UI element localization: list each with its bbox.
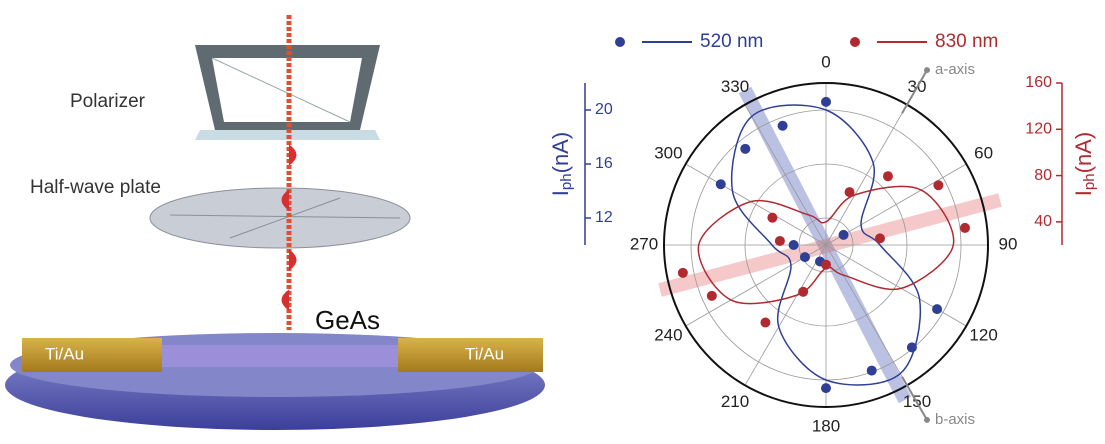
theta-tick-label: 300: [654, 143, 682, 162]
axis-label-part: I: [1071, 190, 1096, 196]
label: Polarizer: [70, 91, 146, 112]
axis-label-part: (nA): [548, 132, 573, 174]
data-point: [774, 235, 785, 246]
data-point: [866, 365, 877, 376]
contact: [22, 338, 162, 372]
grid-spoke: [825, 244, 908, 386]
theta-tick-label: 210: [721, 392, 749, 411]
axis-arrow: [901, 376, 928, 421]
axis-label-part: ph: [558, 173, 575, 190]
legend-marker: [850, 37, 860, 47]
fit-curve: [730, 104, 922, 386]
label: GeAs: [315, 305, 380, 335]
data-point: [760, 317, 771, 328]
waveplate-disk: [149, 187, 411, 249]
axis-label: Iph(nA): [1071, 132, 1098, 196]
y-tick-label: 20: [595, 101, 613, 118]
y-tick-label: 160: [1025, 74, 1052, 91]
legend-label: 520 nm: [700, 31, 763, 52]
y-tick-label: 16: [595, 155, 613, 172]
y-tick-label: 40: [1034, 213, 1052, 230]
grid-spoke: [744, 244, 827, 386]
data-point: [788, 240, 799, 250]
theta-tick-label: 0: [821, 52, 830, 71]
axis-label-part: (nA): [1071, 132, 1096, 174]
flake: [162, 345, 398, 367]
theta-tick-label: 240: [654, 325, 682, 344]
polar-frame: [663, 82, 989, 408]
legend-label: 830 nm: [935, 31, 998, 52]
data-point: [706, 290, 717, 301]
label: Ti/Au: [45, 344, 84, 363]
waveplate-line: [169, 214, 401, 219]
legend-marker: [615, 37, 625, 47]
annotation: b-axis: [935, 411, 975, 428]
polarizer-line: [211, 57, 351, 123]
grid-spoke: [825, 104, 908, 246]
data-point: [677, 267, 688, 278]
waveplate-line: [229, 197, 341, 239]
y-tick-label: 120: [1025, 121, 1052, 138]
data-point: [906, 342, 917, 353]
y-tick-label: 80: [1034, 167, 1052, 184]
grid-spoke: [685, 163, 827, 246]
annotation: a-axis: [935, 61, 975, 78]
wave: [281, 144, 297, 311]
data-point: [959, 222, 970, 233]
data-point: [838, 229, 849, 240]
data-point: [799, 252, 810, 263]
theta-tick-label: 60: [974, 143, 993, 162]
schematic: Polarizer Half-wave plate GeAs Ti/Au Ti/…: [5, 15, 545, 430]
data-point: [767, 212, 778, 223]
data-point: [777, 120, 788, 131]
theta-tick-label: 90: [999, 234, 1018, 253]
data-point: [821, 96, 831, 107]
grid-spoke: [825, 244, 967, 327]
y-tick-label: 12: [595, 209, 613, 226]
data-point: [821, 259, 831, 270]
contact: [398, 338, 543, 372]
data-point: [933, 180, 944, 191]
data-point: [882, 171, 893, 182]
axis-label-part: I: [548, 190, 573, 196]
grid-spoke: [744, 104, 827, 246]
theta-tick-label: 330: [721, 77, 749, 96]
label: Half-wave plate: [30, 177, 161, 198]
arrow-head: [924, 67, 930, 74]
data-point: [821, 383, 831, 394]
theta-tick-label: 270: [630, 234, 658, 253]
data-point: [874, 233, 885, 244]
axis-label-part: ph: [1081, 173, 1098, 190]
axis-arrow: [901, 69, 928, 114]
data-point: [844, 187, 855, 198]
data-point: [932, 304, 943, 315]
theta-tick-label: 180: [812, 416, 840, 435]
data-point: [798, 286, 809, 297]
label: Ti/Au: [465, 344, 504, 363]
theta-tick-label: 120: [969, 325, 997, 344]
data-point: [715, 179, 726, 190]
data-point: [740, 143, 751, 154]
arrow-head: [924, 416, 930, 423]
axis-label: Iph(nA): [548, 132, 575, 196]
grid-spoke: [825, 163, 967, 246]
